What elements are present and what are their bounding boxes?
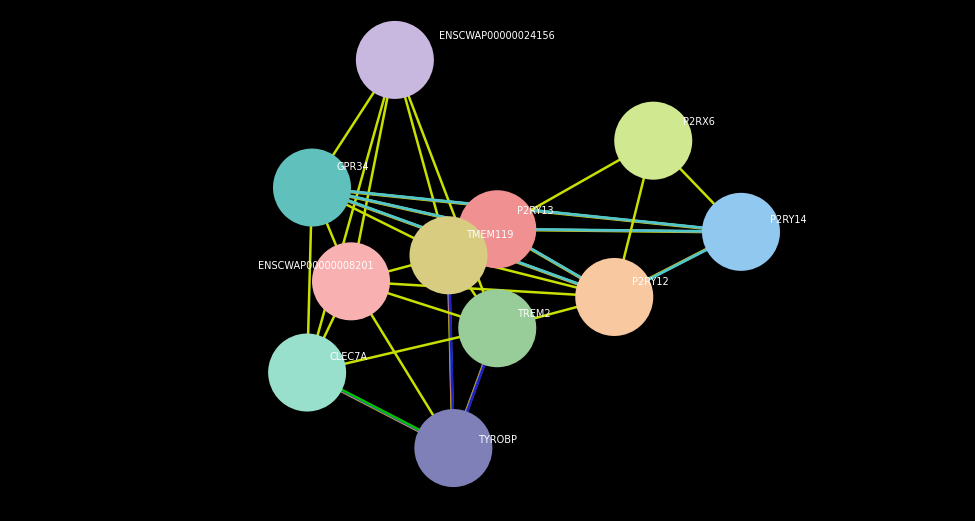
Text: P2RY14: P2RY14	[770, 215, 807, 225]
Ellipse shape	[575, 258, 653, 336]
Text: ENSCWAP00000008201: ENSCWAP00000008201	[258, 260, 374, 271]
Ellipse shape	[414, 409, 492, 487]
Ellipse shape	[268, 333, 346, 412]
Ellipse shape	[356, 21, 434, 99]
Ellipse shape	[312, 242, 390, 320]
Ellipse shape	[702, 193, 780, 271]
Text: GPR34: GPR34	[336, 162, 369, 172]
Ellipse shape	[273, 148, 351, 227]
Text: TMEM119: TMEM119	[466, 230, 514, 241]
Text: P2RY12: P2RY12	[632, 277, 669, 288]
Text: P2RY13: P2RY13	[517, 206, 554, 216]
Text: TREM2: TREM2	[517, 308, 550, 319]
Text: P2RX6: P2RX6	[682, 117, 715, 128]
Text: TYROBP: TYROBP	[478, 435, 517, 445]
Text: ENSCWAP00000024156: ENSCWAP00000024156	[439, 31, 555, 42]
Ellipse shape	[458, 289, 536, 367]
Ellipse shape	[614, 102, 692, 180]
Ellipse shape	[458, 190, 536, 268]
Ellipse shape	[410, 216, 488, 294]
Text: CLEC7A: CLEC7A	[330, 352, 368, 362]
